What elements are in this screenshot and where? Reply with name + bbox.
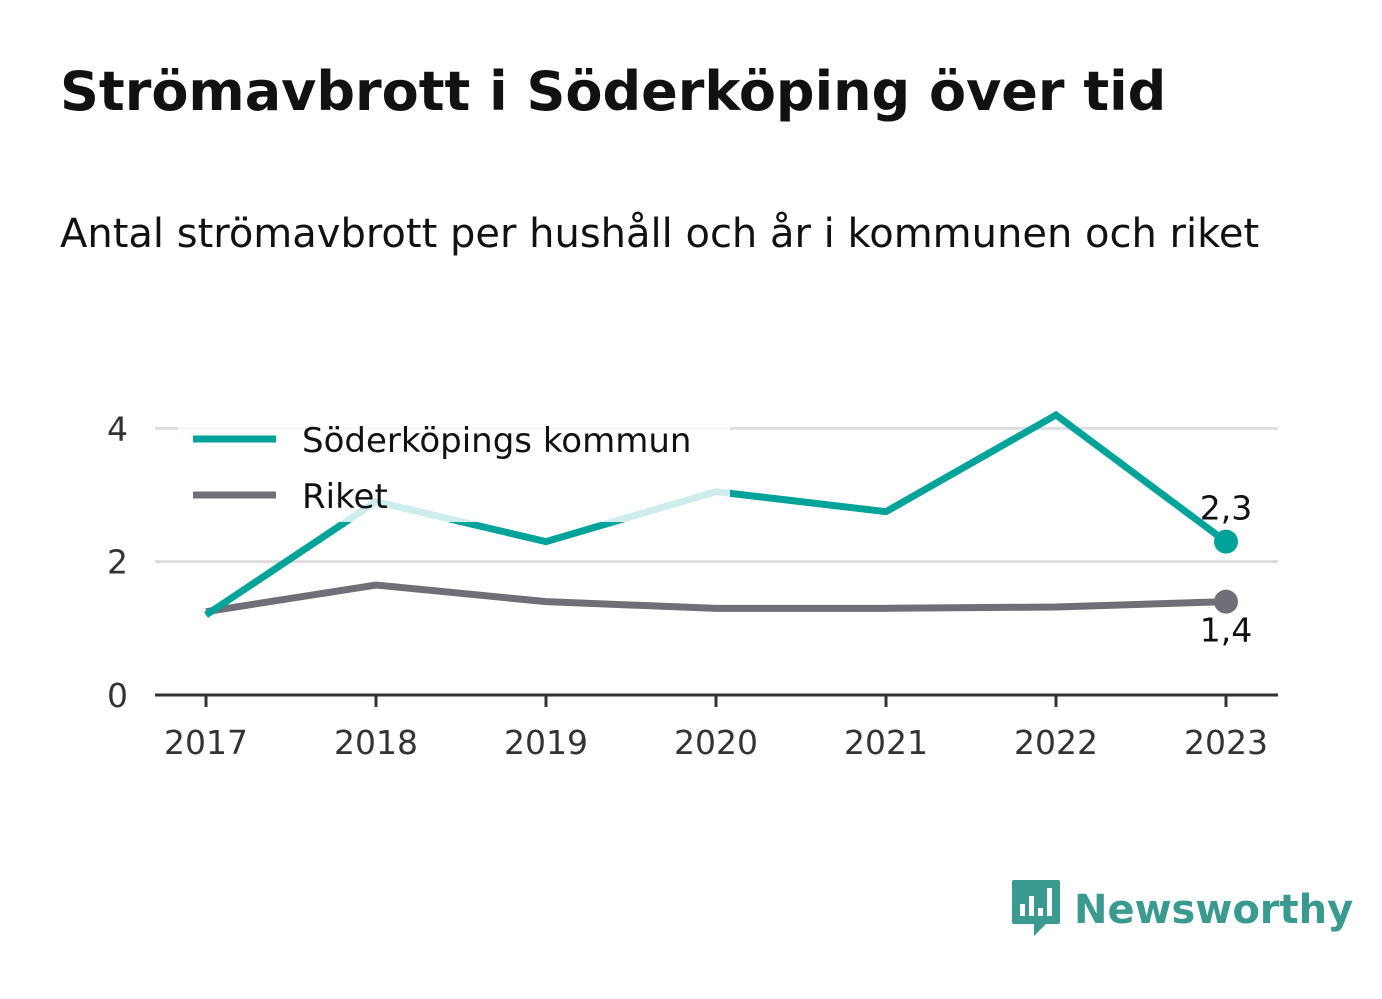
x-tick-label-2018: 2018 [334,723,418,762]
brand-name: Newsworthy [1074,887,1354,933]
x-tick-label-2019: 2019 [504,723,588,762]
x-tick-label-2020: 2020 [674,723,758,762]
legend-label-soderkoping: Söderköpings kommun [302,421,691,461]
data-point-riket-2023 [1214,589,1238,614]
axes: 0 2 4 2017 2018 2019 2020 2021 2022 2023 [107,409,1278,762]
series-line-riket [205,581,1227,616]
chart-subtitle: Antal strömavbrott per hushåll och år i … [60,211,1260,257]
legend-label-riket: Riket [302,477,388,517]
data-labels: 2,3 1,4 [1200,489,1252,650]
y-tick-label-2: 2 [107,543,128,582]
legend: Söderköpings kommun Riket [178,412,730,522]
x-tick-label-2017: 2017 [164,723,248,762]
y-tick-label-4: 4 [107,409,128,448]
legend-background [178,412,730,522]
y-tick-label-0: 0 [107,676,128,715]
end-label-riket: 1,4 [1200,611,1252,650]
x-tick-label-2023: 2023 [1184,723,1268,762]
x-tick-label-2021: 2021 [844,723,928,762]
chart-title: Strömavbrott i Söderköping över tid [60,60,1167,123]
x-tick-label-2022: 2022 [1014,723,1098,762]
brand: Newsworthy [1010,878,1353,942]
data-point-soderkoping-2023 [1214,529,1238,554]
end-label-soderkoping: 2,3 [1200,489,1252,528]
newsworthy-logo-icon [1010,878,1062,942]
